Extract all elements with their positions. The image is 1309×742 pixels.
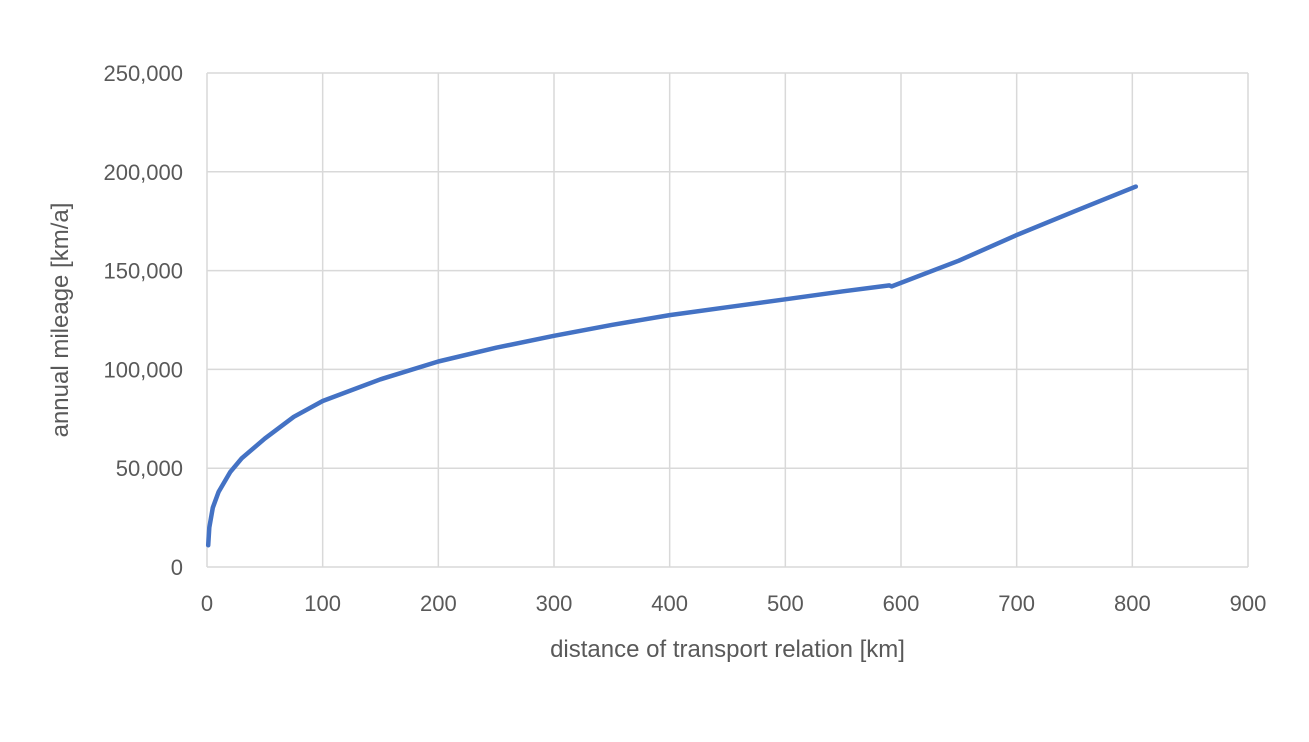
x-axis-title: distance of transport relation [km]	[550, 636, 905, 663]
y-axis-title: annual mileage [km/a]	[47, 203, 74, 438]
y-tick-label: 50,000	[116, 456, 183, 481]
x-tick-label: 300	[536, 591, 573, 616]
x-tick-label: 500	[767, 591, 804, 616]
x-axis-tick-labels: 0 100 200 300 400 500 600 700 800 900	[201, 591, 1266, 616]
y-tick-label: 250,000	[103, 61, 183, 86]
x-tick-label: 900	[1230, 591, 1267, 616]
y-tick-label: 100,000	[103, 357, 183, 382]
x-tick-label: 100	[304, 591, 341, 616]
x-tick-label: 400	[651, 591, 688, 616]
x-tick-label: 600	[883, 591, 920, 616]
x-tick-label: 800	[1114, 591, 1151, 616]
y-tick-label: 0	[171, 555, 183, 580]
x-tick-label: 700	[998, 591, 1035, 616]
series-layer	[205, 184, 1139, 548]
x-tick-label: 0	[201, 591, 213, 616]
y-tick-label: 200,000	[103, 160, 183, 185]
series-line	[205, 184, 1139, 548]
grid-lines	[206, 72, 1249, 568]
y-tick-label: 150,000	[103, 259, 183, 284]
y-axis-tick-labels: 0 50,000 100,000 150,000 200,000 250,000	[103, 61, 183, 580]
x-tick-label: 200	[420, 591, 457, 616]
